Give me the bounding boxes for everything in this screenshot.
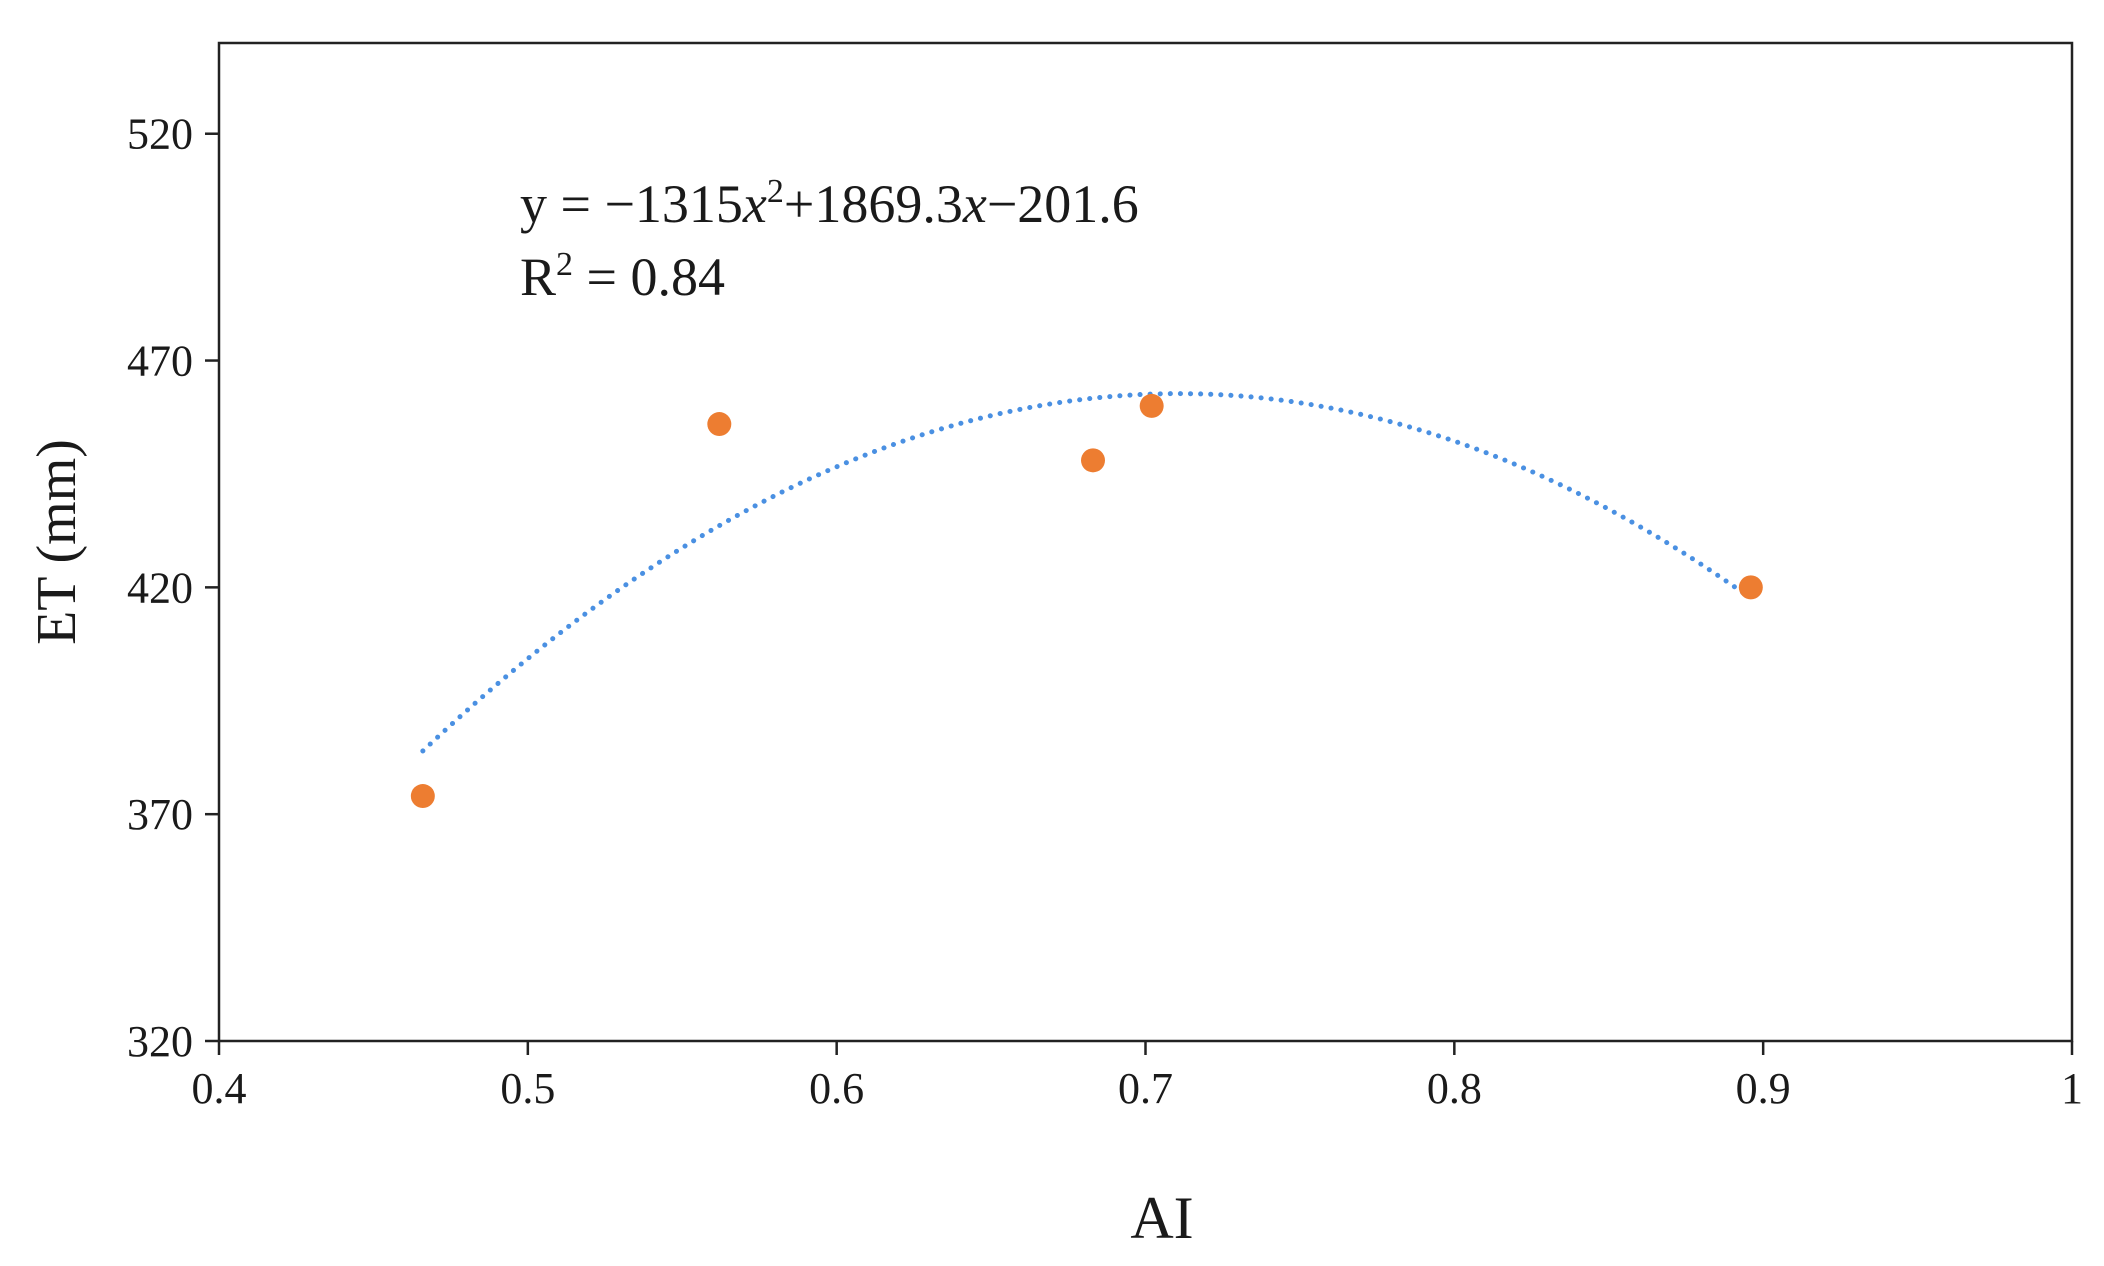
label-fragment: x [962,174,987,234]
label-fragment: = 0.84 [573,247,725,307]
y-axis-title: ET (mm) [26,439,88,645]
x-tick-label: 0.5 [500,1064,555,1113]
x-axis-ticks: 0.4 0.5 0.6 0.7 0.8 0.9 1 [192,1041,2083,1113]
data-points [410,393,1763,809]
x-tick-label: 0.4 [192,1064,247,1113]
x-tick-label: 0.6 [809,1064,864,1113]
y-tick-label: 470 [127,337,193,386]
data-point [1080,448,1105,473]
label-fragment: +1869.3 [784,174,963,234]
r-squared-label: R2 = 0.84 [520,246,725,307]
label-fragment: x [742,174,767,234]
label-fragment: 2 [556,246,573,283]
y-tick-label: 370 [127,790,193,839]
y-tick-label: 520 [127,110,193,159]
y-axis-ticks: 320 370 420 470 520 [127,110,219,1066]
plot-frame [217,41,2074,1043]
trendline [420,391,1754,754]
y-tick-label: 320 [127,1017,193,1066]
trendline-path [420,391,1754,754]
label-fragment: −201.6 [987,174,1139,234]
y-tick-label: 420 [127,563,193,612]
data-point [1139,393,1164,418]
x-tick-label: 0.9 [1736,1064,1791,1113]
data-point [1738,575,1763,600]
label-fragment: 2 [767,173,784,210]
x-tick-label: 0.8 [1427,1064,1482,1113]
data-point [410,784,435,809]
x-tick-label: 0.7 [1118,1064,1173,1113]
label-fragment: y = −1315 [520,174,743,234]
x-axis-title: AI [1130,1185,1193,1251]
trendline-equation: y = −1315x2+1869.3x−201.6 [520,173,1139,234]
label-fragment: R [520,247,556,307]
data-point [707,412,732,437]
x-tick-label: 1 [2061,1064,2083,1113]
